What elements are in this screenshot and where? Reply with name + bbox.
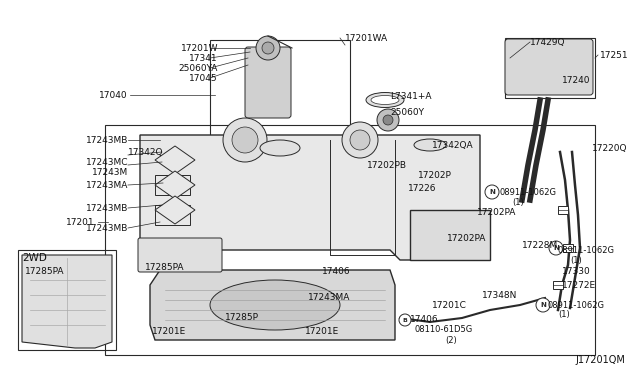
Bar bbox=[210, 40, 350, 140]
Text: N: N bbox=[489, 189, 495, 195]
Text: 17341: 17341 bbox=[189, 54, 218, 62]
Circle shape bbox=[232, 127, 258, 153]
Text: 17243MB: 17243MB bbox=[86, 203, 128, 212]
Text: 17045: 17045 bbox=[189, 74, 218, 83]
Text: (2): (2) bbox=[445, 336, 457, 344]
Text: 17429Q: 17429Q bbox=[530, 38, 566, 46]
Text: 17040: 17040 bbox=[99, 90, 128, 99]
Text: 17243MC: 17243MC bbox=[86, 157, 128, 167]
Circle shape bbox=[536, 298, 550, 312]
Text: 17202P: 17202P bbox=[418, 170, 452, 180]
Text: 17342QA: 17342QA bbox=[432, 141, 474, 150]
Circle shape bbox=[377, 109, 399, 131]
Text: 08911-1062G: 08911-1062G bbox=[548, 301, 605, 310]
Bar bbox=[563, 244, 573, 252]
Polygon shape bbox=[150, 270, 395, 340]
Polygon shape bbox=[155, 196, 195, 224]
Text: 17243MA: 17243MA bbox=[86, 180, 128, 189]
Ellipse shape bbox=[414, 139, 446, 151]
FancyBboxPatch shape bbox=[505, 39, 593, 95]
Text: 08911-1062G: 08911-1062G bbox=[558, 246, 615, 254]
Text: 17243MA: 17243MA bbox=[308, 294, 350, 302]
Text: 17243MB: 17243MB bbox=[86, 224, 128, 232]
Text: 17202PB: 17202PB bbox=[367, 160, 407, 170]
Circle shape bbox=[223, 118, 267, 162]
Circle shape bbox=[383, 115, 393, 125]
Text: 17406: 17406 bbox=[410, 315, 438, 324]
Text: 17228M: 17228M bbox=[522, 241, 558, 250]
Circle shape bbox=[549, 241, 563, 255]
Ellipse shape bbox=[371, 96, 399, 105]
Text: 17285PA: 17285PA bbox=[145, 263, 184, 273]
Text: (1): (1) bbox=[558, 311, 570, 320]
Polygon shape bbox=[22, 255, 112, 348]
Bar bbox=[18, 250, 116, 350]
Text: 17330: 17330 bbox=[562, 267, 591, 276]
Text: 17348N: 17348N bbox=[482, 291, 517, 299]
Text: 17201W: 17201W bbox=[180, 44, 218, 52]
Text: 17243M: 17243M bbox=[92, 167, 128, 176]
Bar bbox=[155, 205, 190, 225]
Text: 17285P: 17285P bbox=[225, 314, 259, 323]
Text: N: N bbox=[553, 245, 559, 251]
Polygon shape bbox=[155, 146, 195, 174]
Text: (1): (1) bbox=[570, 256, 582, 264]
Circle shape bbox=[399, 314, 411, 326]
Text: 17285PA: 17285PA bbox=[25, 267, 65, 276]
Text: B: B bbox=[403, 317, 408, 323]
Text: (1): (1) bbox=[512, 198, 524, 206]
Text: 17272E: 17272E bbox=[562, 280, 596, 289]
Bar bbox=[105, 125, 595, 355]
Text: 17202PA: 17202PA bbox=[477, 208, 516, 217]
Text: N: N bbox=[540, 302, 546, 308]
Text: 17226: 17226 bbox=[408, 183, 436, 192]
Bar bbox=[155, 175, 190, 195]
Text: 17201WA: 17201WA bbox=[345, 33, 388, 42]
Text: 17243MB: 17243MB bbox=[86, 135, 128, 144]
FancyBboxPatch shape bbox=[245, 47, 291, 118]
Text: 08911-1062G: 08911-1062G bbox=[500, 187, 557, 196]
Text: 17406: 17406 bbox=[322, 267, 351, 276]
Text: 17202PA: 17202PA bbox=[447, 234, 486, 243]
FancyBboxPatch shape bbox=[138, 238, 222, 272]
Text: 08110-61D5G: 08110-61D5G bbox=[415, 326, 473, 334]
Polygon shape bbox=[140, 135, 490, 260]
Bar bbox=[558, 206, 568, 214]
Circle shape bbox=[256, 36, 280, 60]
Text: J17201QM: J17201QM bbox=[575, 355, 625, 365]
Circle shape bbox=[342, 122, 378, 158]
Text: 17201: 17201 bbox=[67, 218, 95, 227]
Text: 17251: 17251 bbox=[600, 51, 628, 60]
Text: 25060Y: 25060Y bbox=[390, 108, 424, 116]
Text: 17342Q: 17342Q bbox=[128, 148, 163, 157]
Bar bbox=[310, 155, 475, 210]
Text: 2WD: 2WD bbox=[22, 253, 47, 263]
Ellipse shape bbox=[260, 140, 300, 156]
Text: 17220Q: 17220Q bbox=[592, 144, 627, 153]
Ellipse shape bbox=[210, 280, 340, 330]
Polygon shape bbox=[410, 210, 490, 260]
Polygon shape bbox=[155, 171, 195, 199]
Text: 25060YA: 25060YA bbox=[179, 64, 218, 73]
Bar bbox=[505, 38, 595, 98]
Text: 17240: 17240 bbox=[562, 76, 591, 84]
Text: 17201E: 17201E bbox=[305, 327, 339, 337]
Circle shape bbox=[262, 42, 274, 54]
Ellipse shape bbox=[366, 93, 404, 108]
Circle shape bbox=[485, 185, 499, 199]
Text: 17201E: 17201E bbox=[152, 327, 186, 337]
Text: L7341+A: L7341+A bbox=[390, 92, 431, 100]
Bar bbox=[553, 281, 563, 289]
Text: 17201C: 17201C bbox=[432, 301, 467, 310]
Circle shape bbox=[350, 130, 370, 150]
